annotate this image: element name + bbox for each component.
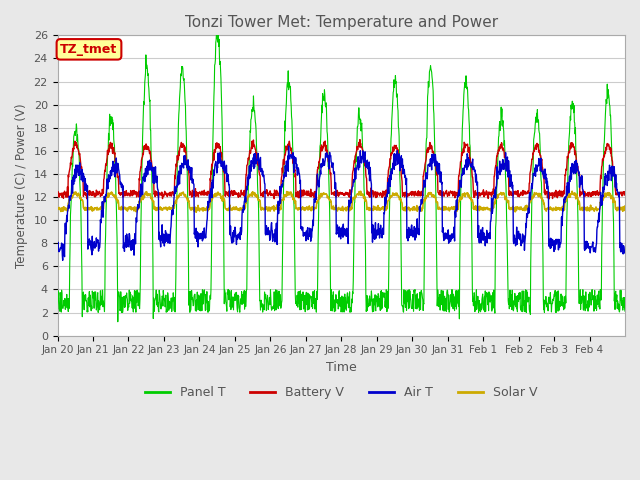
- Y-axis label: Temperature (C) / Power (V): Temperature (C) / Power (V): [15, 103, 28, 268]
- Title: Tonzi Tower Met: Temperature and Power: Tonzi Tower Met: Temperature and Power: [185, 15, 498, 30]
- Legend: Panel T, Battery V, Air T, Solar V: Panel T, Battery V, Air T, Solar V: [140, 382, 543, 405]
- Text: TZ_tmet: TZ_tmet: [60, 43, 118, 56]
- X-axis label: Time: Time: [326, 361, 356, 374]
